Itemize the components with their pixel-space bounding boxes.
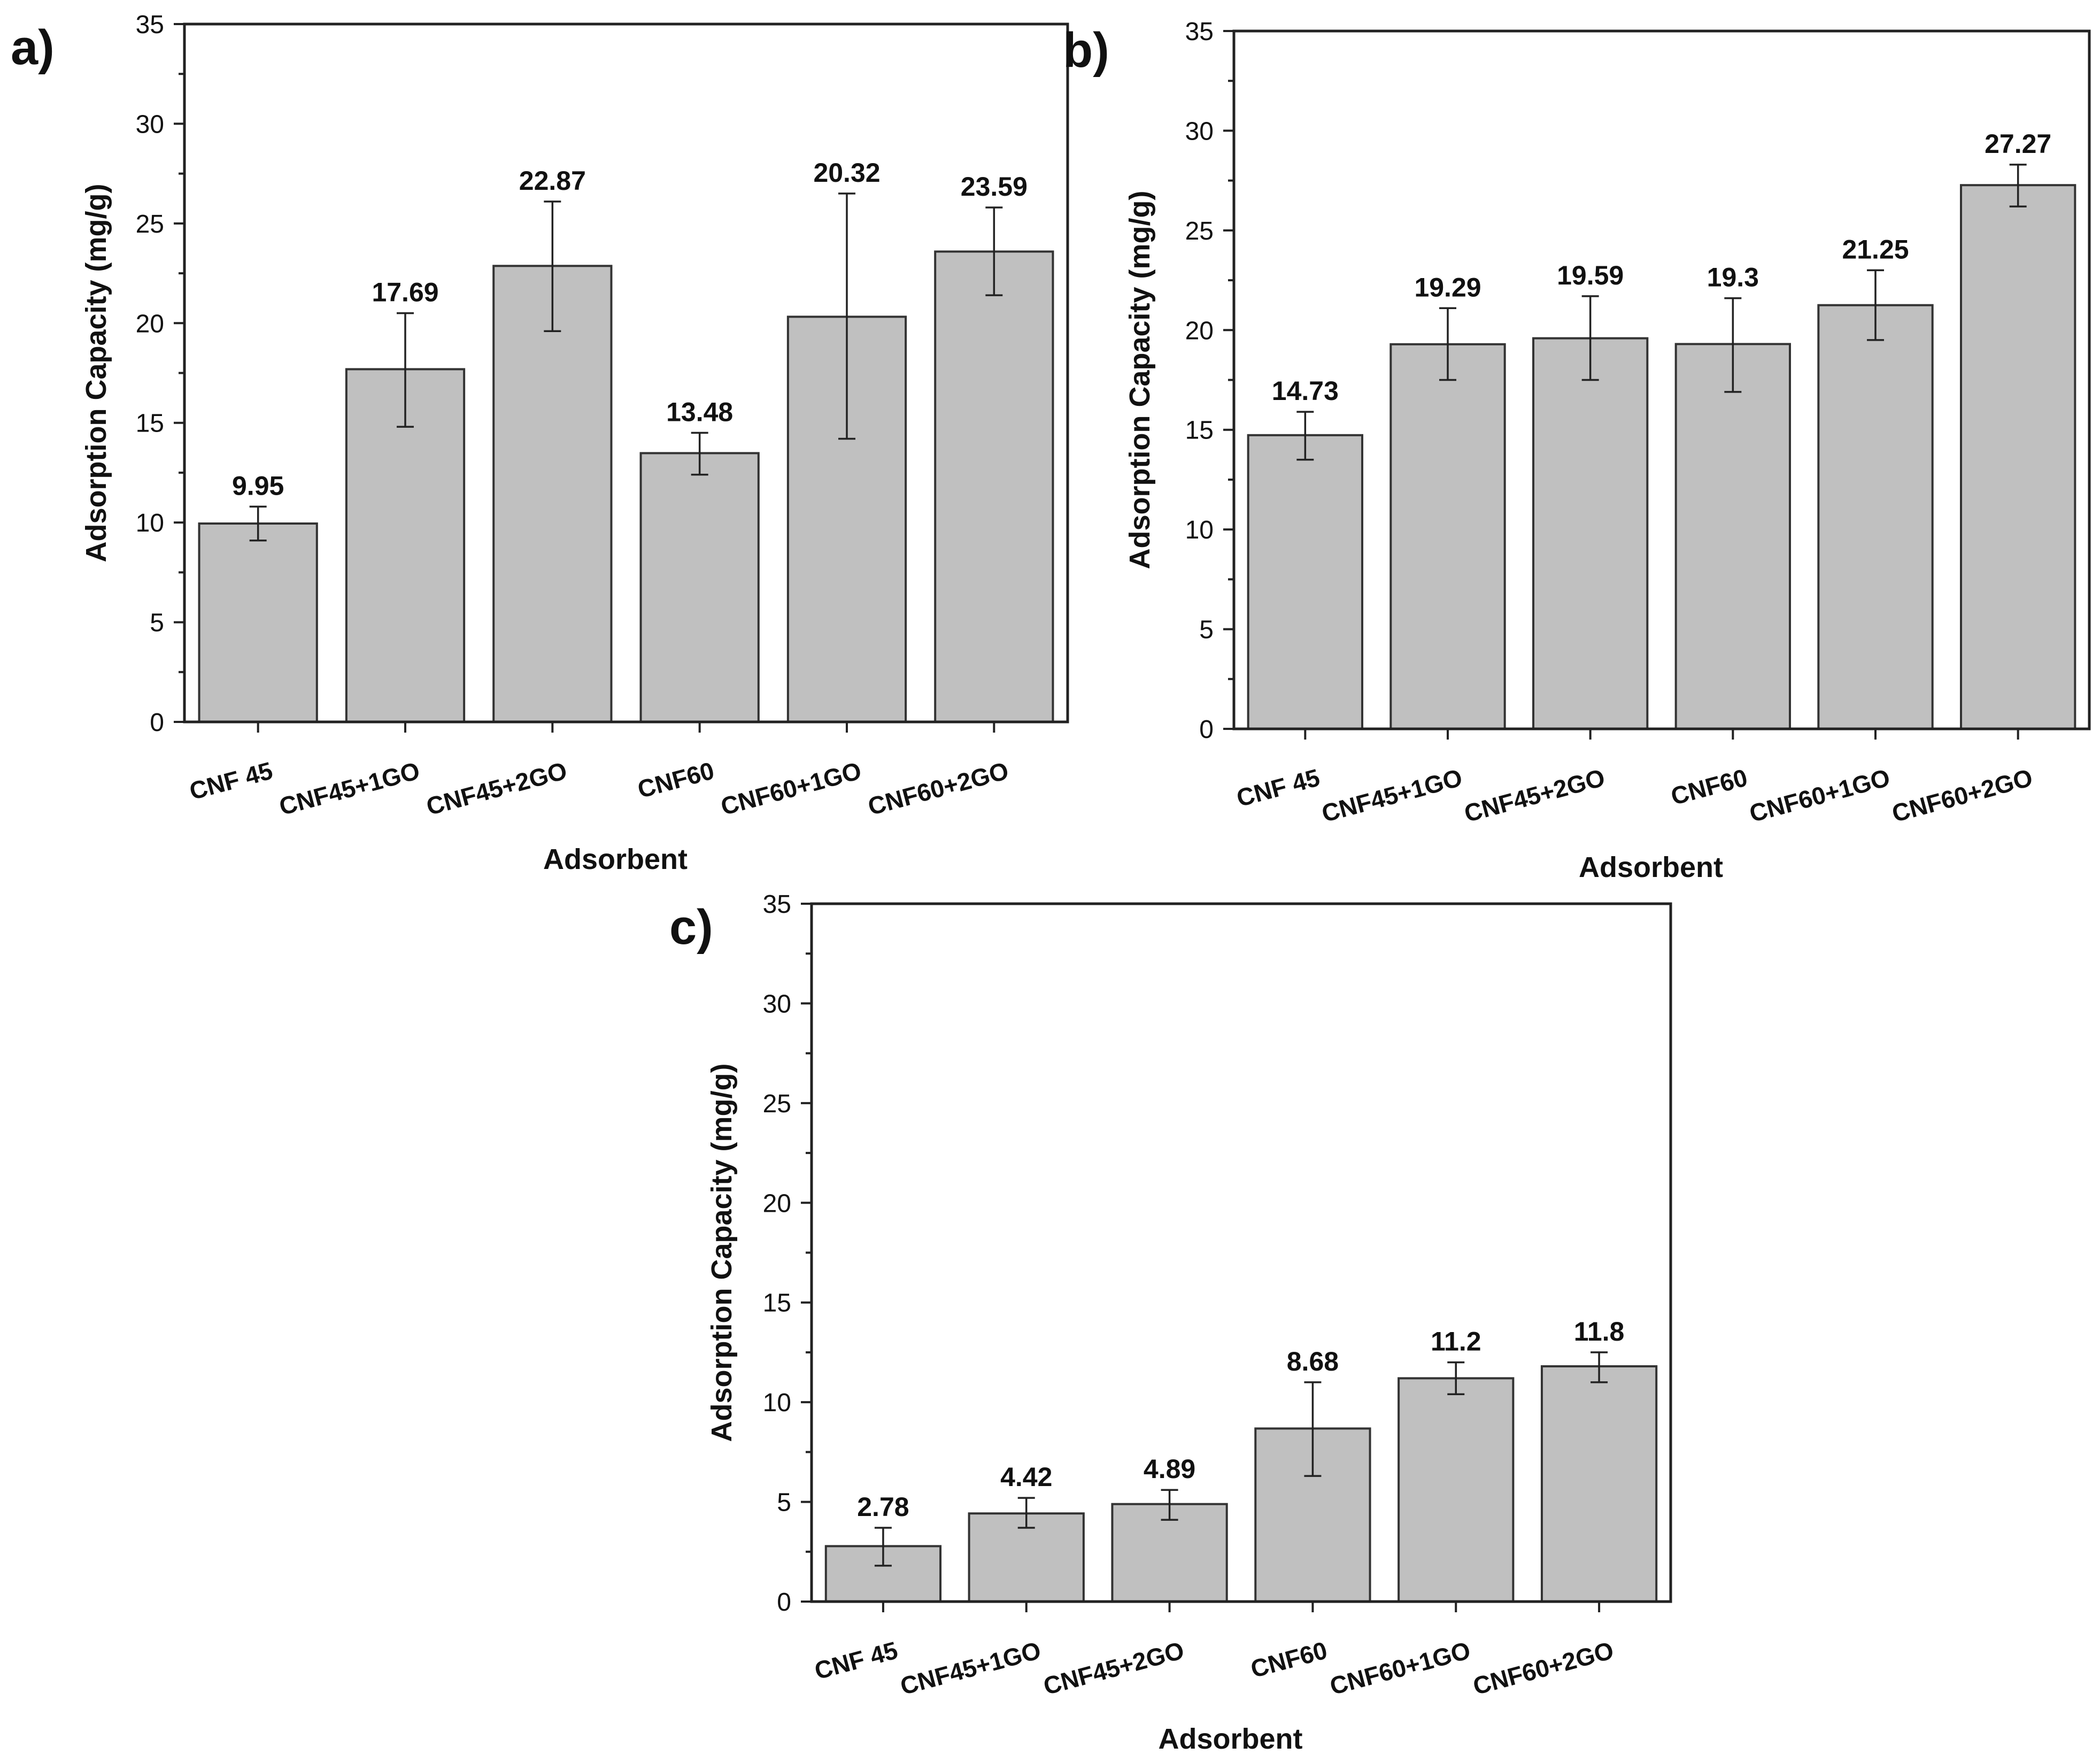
panel-label: a) <box>11 20 55 75</box>
x-tick-label: CNF 45 <box>1233 763 1323 812</box>
y-tick-label: 30 <box>1185 117 1214 145</box>
bar <box>1674 343 1792 730</box>
bar <box>1817 304 1934 730</box>
y-tick-label: 10 <box>1185 516 1214 544</box>
bar <box>198 522 318 723</box>
x-tick-label: CNF45+2GO <box>1461 763 1608 827</box>
y-tick-label: 10 <box>763 1389 791 1417</box>
x-axis-title: Adsorbent <box>1159 1723 1303 1755</box>
y-tick-label: 25 <box>763 1090 791 1118</box>
data-label: 8.68 <box>1287 1346 1339 1376</box>
y-tick-label: 0 <box>150 709 164 737</box>
y-tick-label: 15 <box>1185 417 1214 445</box>
x-tick-label: CNF45+2GO <box>1040 1636 1187 1700</box>
y-tick-label: 10 <box>136 509 164 537</box>
bar <box>345 368 466 723</box>
data-label: 14.73 <box>1272 376 1339 406</box>
x-tick-label: CNF60+1GO <box>1327 1636 1473 1700</box>
x-tick-label: CNF60 <box>635 756 717 803</box>
y-tick-label: 35 <box>1185 18 1214 46</box>
bar <box>639 452 760 723</box>
y-tick-label: 15 <box>763 1289 791 1318</box>
y-tick-label: 20 <box>1185 317 1214 345</box>
data-label: 4.42 <box>1000 1462 1052 1492</box>
bar <box>1247 434 1364 730</box>
bar <box>1389 343 1506 730</box>
chart-panel-3: c) 2.78 CNF 45 4.42 CNF45+1GO 4.89 CNF45+2GO 8.… <box>669 890 1672 1755</box>
data-label: 13.48 <box>666 397 733 427</box>
panel-label: c) <box>669 900 713 955</box>
x-tick-label: CNF 45 <box>812 1636 901 1684</box>
x-axis-title: Adsorbent <box>543 843 688 875</box>
data-label: 9.95 <box>232 471 284 501</box>
y-tick-label: 15 <box>136 410 164 438</box>
y-tick-label: 0 <box>777 1588 791 1617</box>
data-label: 21.25 <box>1842 234 1909 264</box>
data-label: 22.87 <box>519 166 586 196</box>
chart-panel-1: a) 9.95 CNF 45 17.69 CNF45+1GO 22.87 CNF45+2GO… <box>11 11 1069 875</box>
bar <box>1398 1377 1515 1603</box>
y-tick-label: 5 <box>777 1489 791 1517</box>
data-label: 20.32 <box>813 158 880 188</box>
x-tick-label: CNF45+2GO <box>423 756 570 820</box>
x-tick-label: CNF60 <box>1248 1636 1330 1683</box>
y-tick-label: 25 <box>1185 217 1214 245</box>
bar <box>934 250 1054 723</box>
y-tick-label: 0 <box>1199 715 1214 744</box>
y-axis-title: Adsorption Capacity (mg/g) <box>706 1063 738 1442</box>
y-axis-title: Adsorption Capacity (mg/g) <box>80 183 112 562</box>
y-tick-label: 30 <box>136 110 164 139</box>
data-label: 17.69 <box>372 278 438 307</box>
data-label: 11.2 <box>1431 1327 1481 1357</box>
x-axis-title: Adsorbent <box>1579 851 1723 883</box>
y-tick-label: 5 <box>1199 616 1214 644</box>
panel-label: b) <box>1063 23 1109 78</box>
x-tick-label: CNF60+2GO <box>865 756 1012 820</box>
data-label: 27.27 <box>1985 129 2051 159</box>
chart-panel-2: b) 14.73 CNF 45 19.29 CNF45+1GO 19.59 CNF45+2G… <box>1063 18 2091 883</box>
x-tick-label: CNF60+2GO <box>1470 1636 1617 1700</box>
y-tick-label: 25 <box>136 210 164 238</box>
x-tick-label: CNF 45 <box>187 756 276 805</box>
data-label: 19.29 <box>1414 272 1481 302</box>
bar <box>1960 184 2076 730</box>
y-tick-label: 30 <box>763 990 791 1018</box>
x-tick-label: CNF60+1GO <box>718 756 864 820</box>
x-tick-label: CNF45+1GO <box>1319 763 1465 827</box>
data-label: 19.3 <box>1707 263 1759 293</box>
x-tick-label: CNF45+1GO <box>276 756 423 820</box>
bar <box>1540 1365 1658 1603</box>
y-tick-label: 5 <box>150 609 164 637</box>
data-label: 2.78 <box>857 1492 909 1522</box>
y-axis-title: Adsorption Capacity (mg/g) <box>1124 190 1156 569</box>
x-tick-label: CNF60+2GO <box>1889 763 2035 827</box>
y-tick-label: 20 <box>763 1189 791 1218</box>
data-label: 23.59 <box>961 172 1028 202</box>
x-tick-label: CNF45+1GO <box>897 1636 1044 1700</box>
data-label: 4.89 <box>1144 1454 1195 1484</box>
x-tick-label: CNF60+1GO <box>1747 763 1893 827</box>
bar <box>1532 337 1649 730</box>
data-label: 19.59 <box>1557 260 1624 290</box>
x-tick-label: CNF60 <box>1668 763 1750 810</box>
y-tick-label: 35 <box>136 11 164 39</box>
data-label: 11.8 <box>1574 1317 1625 1346</box>
y-tick-label: 20 <box>136 310 164 338</box>
bar <box>492 265 613 724</box>
y-tick-label: 35 <box>763 890 791 919</box>
